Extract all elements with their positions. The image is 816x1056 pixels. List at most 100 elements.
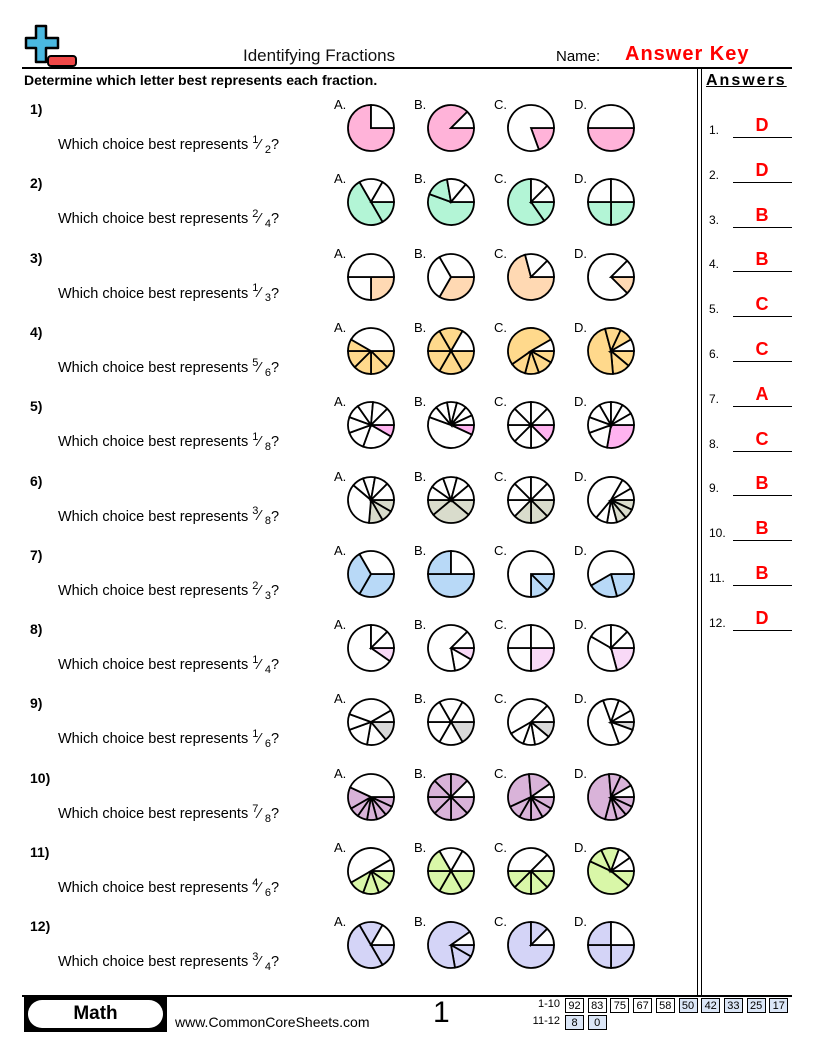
fraction: 1⁄ 6 xyxy=(252,728,271,751)
pie-option-c[interactable] xyxy=(505,176,557,228)
question-text: Which choice best represents 1⁄ 6? xyxy=(58,728,280,751)
pie-option-d[interactable] xyxy=(585,399,637,451)
pie-option-d[interactable] xyxy=(585,176,637,228)
fraction: 2⁄ 4 xyxy=(252,208,271,231)
answer-line xyxy=(733,271,792,273)
shaded-slice xyxy=(587,921,612,947)
pie-option-c[interactable] xyxy=(505,399,557,451)
pie-option-c[interactable] xyxy=(505,548,557,600)
answer-value: B xyxy=(755,249,769,270)
unshaded-slice xyxy=(450,414,475,427)
answer-line xyxy=(733,226,792,228)
unshaded-slice xyxy=(528,704,555,724)
pie-option-d[interactable] xyxy=(585,845,637,897)
unshaded-slice xyxy=(587,699,621,747)
pie-option-d[interactable] xyxy=(585,696,637,748)
pie-option-d[interactable] xyxy=(585,919,637,971)
unshaded-slice xyxy=(450,549,475,575)
pie-option-c[interactable] xyxy=(505,919,557,971)
fraction-numerator: 4 xyxy=(252,877,259,889)
pie-option-d[interactable] xyxy=(585,622,637,674)
answer-value: A xyxy=(755,383,769,404)
answer-number: 3. xyxy=(709,212,720,227)
question-prefix: Which choice best represents xyxy=(58,879,249,896)
pie-option-a[interactable] xyxy=(345,548,397,600)
pie-option-a[interactable] xyxy=(345,845,397,897)
pie-option-d[interactable] xyxy=(585,771,637,823)
pie-option-a[interactable] xyxy=(345,771,397,823)
unshaded-slice xyxy=(607,412,635,427)
question-text: Which choice best represents 4⁄ 6? xyxy=(58,877,280,899)
pie-option-c[interactable] xyxy=(505,102,557,154)
pie-option-c[interactable] xyxy=(505,251,557,303)
option-label: A. xyxy=(334,691,347,707)
answer-value: D xyxy=(755,607,769,628)
option-label: C. xyxy=(494,617,507,633)
pie-option-c[interactable] xyxy=(505,696,557,748)
pie-option-c[interactable] xyxy=(505,474,557,526)
unshaded-slice xyxy=(587,549,635,587)
question-number: 12) xyxy=(30,918,51,935)
pie-option-a[interactable] xyxy=(345,325,397,377)
score-cell: 8 xyxy=(565,1015,584,1030)
fraction-denominator: 6 xyxy=(264,886,271,899)
pie-option-c[interactable] xyxy=(505,845,557,897)
fraction-numerator: 1 xyxy=(252,431,259,444)
pie-option-c[interactable] xyxy=(505,771,557,823)
pie-option-a[interactable] xyxy=(345,622,397,674)
question-prefix: Which choice best represents xyxy=(58,434,249,451)
pie-option-b[interactable] xyxy=(425,474,477,526)
shaded-slice xyxy=(347,552,373,595)
option-label: D. xyxy=(574,691,587,707)
subject-label: Math xyxy=(28,1000,163,1028)
unshaded-slice xyxy=(369,924,395,947)
pie-option-c[interactable] xyxy=(505,325,557,377)
unshaded-slice xyxy=(449,701,475,724)
pie-option-d[interactable] xyxy=(585,474,637,526)
pie-option-b[interactable] xyxy=(425,771,477,823)
column-divider xyxy=(701,68,702,995)
pie-option-b[interactable] xyxy=(425,176,477,228)
pie-option-d[interactable] xyxy=(585,102,637,154)
shaded-slice xyxy=(370,275,395,301)
pie-option-b[interactable] xyxy=(425,102,477,154)
pie-option-d[interactable] xyxy=(585,251,637,303)
shaded-slice xyxy=(605,424,635,450)
pie-option-a[interactable] xyxy=(345,176,397,228)
pie-option-a[interactable] xyxy=(345,919,397,971)
option-label: D. xyxy=(574,245,587,261)
fraction-denominator: 3 xyxy=(264,589,271,602)
unshaded-slice xyxy=(367,709,395,724)
score-cell: 42 xyxy=(701,998,721,1013)
unshaded-slice xyxy=(347,483,372,524)
pie-option-b[interactable] xyxy=(425,251,477,303)
pie-option-b[interactable] xyxy=(425,919,477,971)
option-label: D. xyxy=(574,617,587,633)
pie-option-a[interactable] xyxy=(345,399,397,451)
pie-option-b[interactable] xyxy=(425,548,477,600)
option-label: C. xyxy=(494,914,507,930)
pie-option-a[interactable] xyxy=(345,102,397,154)
answer-value: B xyxy=(755,518,769,539)
pie-option-d[interactable] xyxy=(585,548,637,600)
unshaded-slice xyxy=(587,178,612,204)
pie-option-b[interactable] xyxy=(425,399,477,451)
unshaded-slice xyxy=(507,624,532,649)
option-label: D. xyxy=(574,468,587,484)
fraction: 7⁄ 8 xyxy=(252,802,271,825)
pie-option-b[interactable] xyxy=(425,622,477,674)
shaded-slice xyxy=(507,772,532,808)
pie-option-d[interactable] xyxy=(585,325,637,377)
pie-option-a[interactable] xyxy=(345,696,397,748)
unshaded-slice xyxy=(348,772,395,798)
answer-number: 12. xyxy=(709,615,726,630)
question-number: 8) xyxy=(30,621,43,638)
pie-option-b[interactable] xyxy=(425,845,477,897)
pie-option-b[interactable] xyxy=(425,325,477,377)
score-cell: 67 xyxy=(633,998,653,1013)
pie-option-b[interactable] xyxy=(425,696,477,748)
pie-option-c[interactable] xyxy=(505,622,557,674)
pie-option-a[interactable] xyxy=(345,474,397,526)
unshaded-slice xyxy=(608,259,635,278)
pie-option-a[interactable] xyxy=(345,251,397,303)
